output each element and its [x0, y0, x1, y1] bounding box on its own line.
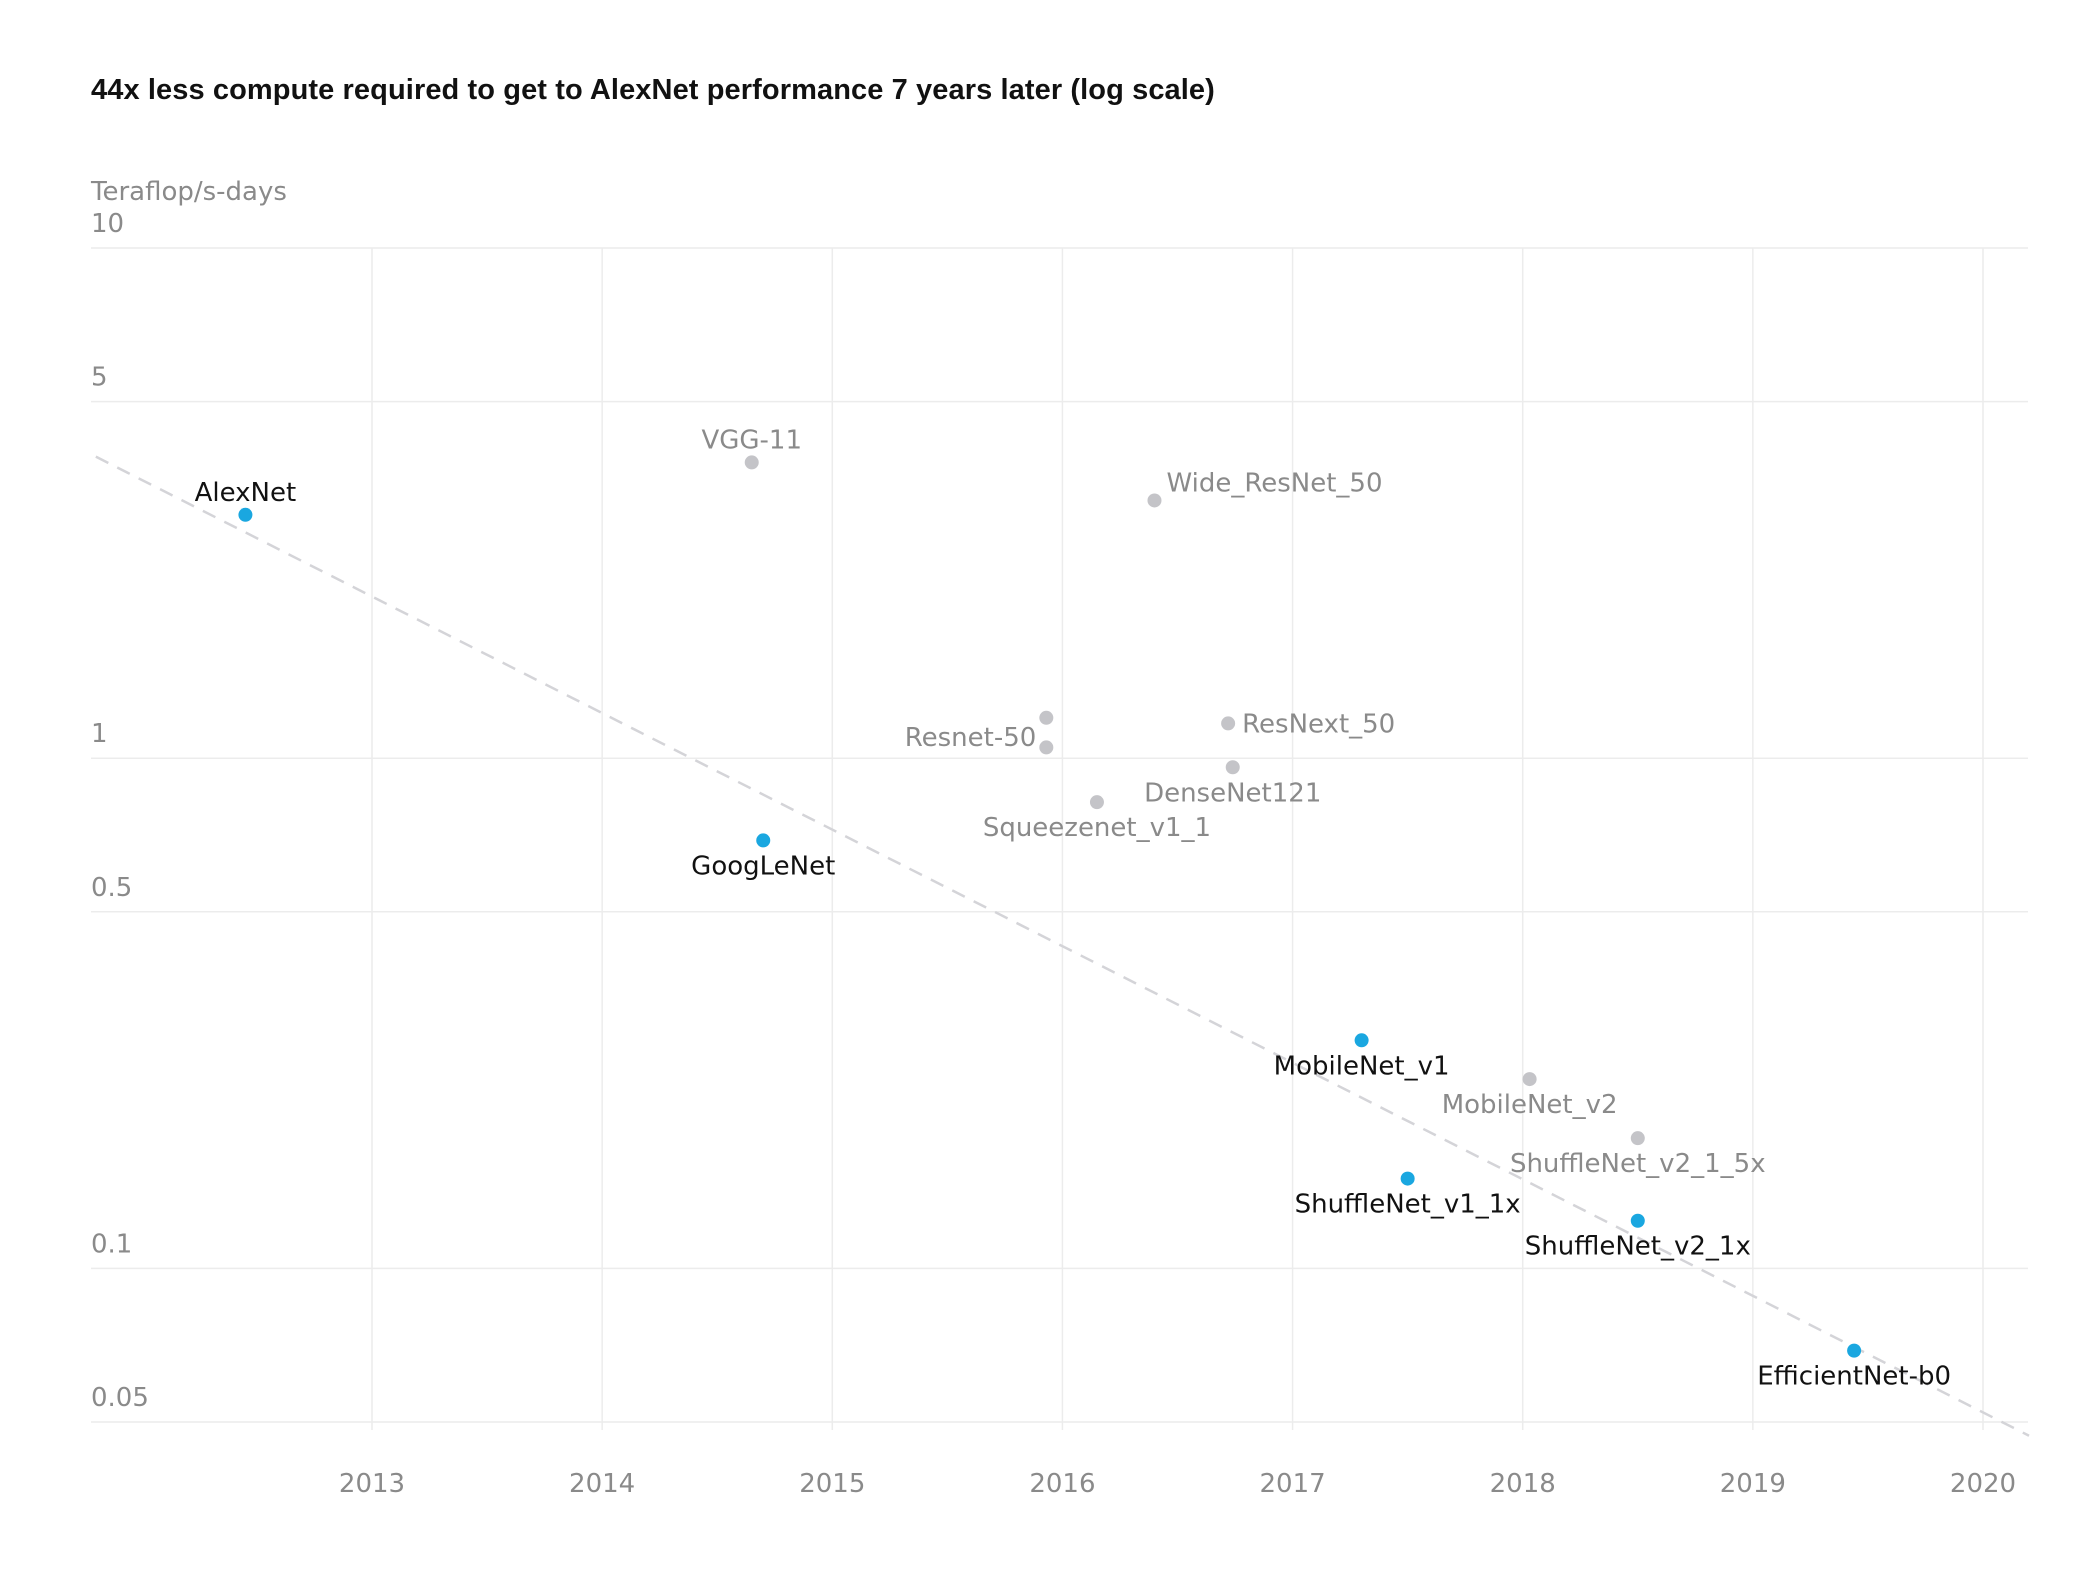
data-point-efficientnet-b0	[1847, 1343, 1862, 1358]
point-label-shufflenet-v2-1x: ShuffleNet_v2_1x	[1525, 1232, 1751, 1262]
x-tick-label: 2013	[339, 1469, 405, 1499]
data-point-googlenet	[756, 833, 771, 848]
x-tick-label: 2015	[799, 1469, 865, 1499]
point-label-googlenet: GoogLeNet	[691, 851, 835, 881]
trend-line	[95, 455, 2030, 1437]
x-tick-label: 2020	[1950, 1469, 2016, 1499]
data-points	[238, 455, 1862, 1358]
point-label-resnet-50: Resnet-50	[905, 723, 1037, 753]
trend-line-group	[95, 455, 2030, 1437]
point-label-squeezenet-v1-1: Squeezenet_v1_1	[983, 813, 1211, 843]
point-label-mobilenet-v1: MobileNet_v1	[1274, 1051, 1450, 1081]
point-label-wide-resnet-50: Wide_ResNet_50	[1166, 468, 1382, 498]
data-point-resnet-50	[1039, 710, 1054, 725]
point-labels: AlexNet VGG-11 Wide_ResNet_50 GoogLeNet Resn…	[195, 425, 1951, 1391]
y-axis-ticks: 0.05 0.1 0.5 1 5 10	[91, 209, 149, 1413]
x-tick-label: 2016	[1029, 1469, 1095, 1499]
point-label-densenet121: DenseNet121	[1144, 778, 1321, 808]
x-tick-label: 2018	[1490, 1469, 1556, 1499]
y-tick-label: 1	[91, 719, 108, 749]
point-label-shufflenet-v1-1x: ShuffleNet_v1_1x	[1295, 1190, 1521, 1220]
y-tick-label: 0.5	[91, 873, 132, 903]
data-point-unlabeled	[1039, 740, 1054, 755]
point-label-alexnet: AlexNet	[195, 478, 297, 508]
data-point-shufflenet-v2-1-5x	[1630, 1131, 1645, 1146]
x-tick-label: 2019	[1720, 1469, 1786, 1499]
point-label-efficientnet-b0: EfficientNet-b0	[1757, 1362, 1951, 1392]
y-tick-label: 5	[91, 363, 108, 393]
data-point-squeezenet-v1-1	[1089, 795, 1104, 810]
point-label-mobilenet-v2: MobileNet_v2	[1442, 1090, 1618, 1120]
data-point-resnext-50	[1221, 716, 1236, 731]
data-point-shufflenet-v1-1x	[1400, 1171, 1415, 1186]
data-point-mobilenet-v1	[1354, 1033, 1369, 1048]
grid	[91, 247, 2028, 1430]
point-label-shufflenet-v2-1-5x: ShuffleNet_v2_1_5x	[1510, 1149, 1766, 1179]
data-point-densenet121	[1225, 760, 1240, 775]
data-point-shufflenet-v2-1x	[1630, 1213, 1645, 1228]
data-point-wide-resnet-50	[1147, 493, 1162, 508]
data-point-mobilenet-v2	[1522, 1072, 1537, 1087]
x-axis-ticks: 2013 2014 2015 2016 2017 2018 2019 2020	[339, 1469, 2016, 1499]
data-point-vgg-11	[744, 455, 759, 470]
data-point-alexnet	[238, 507, 253, 522]
y-tick-label: 0.1	[91, 1229, 132, 1259]
y-tick-label: 0.05	[91, 1383, 149, 1413]
y-axis-label: Teraflop/s-days	[90, 177, 287, 207]
y-tick-label: 10	[91, 209, 124, 239]
point-label-vgg-11: VGG-11	[701, 425, 802, 455]
x-tick-label: 2017	[1259, 1469, 1325, 1499]
x-tick-label: 2014	[569, 1469, 635, 1499]
point-label-resnext-50: ResNext_50	[1242, 709, 1395, 739]
chart-title: 44x less compute required to get to Alex…	[91, 74, 1215, 106]
